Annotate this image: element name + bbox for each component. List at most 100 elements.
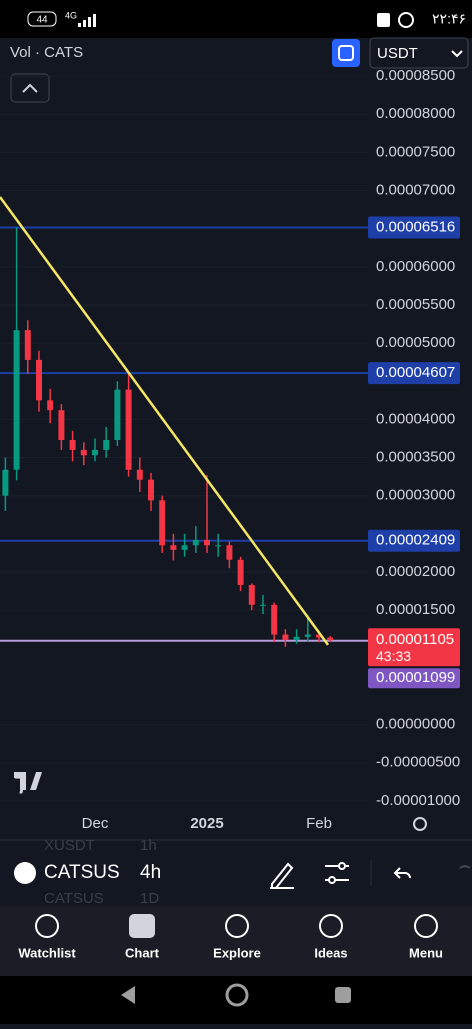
y-tick-label: 0.00005500 [376,296,455,313]
nav-icon [225,914,249,938]
calendar-icon [377,13,390,27]
dropdown-icon [451,50,463,58]
y-tick-label: 0.00008000 [376,105,455,122]
symbol[interactable]: CATSUS [44,862,120,883]
nav-label[interactable]: Ideas [314,945,347,960]
candle-body [136,469,143,480]
nav-bar [0,906,472,976]
chart: 0.00008500 0.00008000 0.00007500 0.00007000… [0,67,460,832]
y-tick-label: 0.00004000 [376,410,455,427]
battery-level: 44 [36,15,48,26]
home-button[interactable] [225,983,249,1007]
bid-label-bg [368,668,460,689]
ghost-symbol: CATSUS [44,890,104,907]
candle-body [293,636,300,640]
price-label-bg [368,529,460,552]
battery-icon [27,11,57,27]
interval[interactable]: 4h [140,862,161,883]
trendline [0,196,330,646]
y-tick-label: -0.00001000 [376,792,460,809]
candle-body [271,604,278,635]
scale-icon [338,45,354,61]
price-label-bg [368,362,460,385]
settings-icon[interactable] [413,817,427,831]
currency: USDT [377,45,418,62]
y-tick-label: -0.00000500 [376,754,460,771]
x-tick-label: Dec [82,815,109,832]
nav-label[interactable]: Explore [213,945,261,960]
current-price-bg [368,628,460,667]
price-label: 0.00006516 [376,218,455,235]
indicator-label: Vol · CATS [10,44,83,61]
candle-body [226,545,233,560]
system-nav [0,976,472,1024]
alarm-icon [398,12,414,28]
back-button[interactable] [121,986,135,1004]
status-bar [0,0,472,38]
draw-icon[interactable] [270,862,294,889]
collapse-button[interactable] [10,73,50,103]
nav-icon [35,914,59,938]
tv-logo [14,772,42,790]
ghost-interval: 1h [140,837,157,854]
indicators-knob [338,862,346,870]
scale-button[interactable] [332,39,360,67]
candle-body [304,634,311,637]
indicators-knob [328,876,336,884]
candle-body [69,440,76,450]
candle-body [36,359,42,401]
recents-button[interactable] [335,987,351,1003]
candle-body [24,330,31,360]
nav-label[interactable]: Watchlist [18,945,76,960]
candle-body [327,637,334,641]
y-tick-label: 0.00000000 [376,716,455,733]
nav-label[interactable]: Chart [125,945,160,960]
candle-body [204,539,210,546]
ghost-symbol: XUSDT [44,837,95,854]
redo-icon[interactable] [459,865,471,869]
candle-body [215,545,222,547]
candle-body [260,604,266,606]
candle-body [47,400,54,411]
candle-body [13,330,20,470]
collapse-icon [22,83,38,93]
bid-label: 0.00001099 [376,669,455,686]
nav-label[interactable]: Menu [409,945,443,960]
symbol-icon [14,862,36,884]
y-tick-label: 0.00007500 [376,143,455,160]
current-price: 0.00001105 [376,631,454,648]
x-tick-label: Feb [306,815,332,832]
candle-body [125,389,132,470]
y-tick-label: 0.00001500 [376,601,455,618]
candle-body [170,545,177,550]
candle-body [148,479,154,501]
candle-body [114,389,121,440]
clock: ۲۲:۴۶ [432,11,466,27]
nav-icon [414,914,438,938]
price-label: 0.00002409 [376,532,455,549]
undo-icon[interactable] [393,867,411,879]
countdown: 43:33 [376,648,411,664]
price-label-bg [368,216,460,239]
nav-icon [319,914,343,938]
currency-select[interactable] [369,37,469,69]
y-tick-label: 0.00002000 [376,563,455,580]
y-tick-label: 0.00006000 [376,258,455,275]
x-tick-label: 2025 [190,815,223,832]
nav-active-bg [129,914,155,938]
candle-body [237,559,244,585]
y-tick-label: 0.00005000 [376,334,455,351]
candle-body [192,539,199,546]
candle-body [159,500,166,546]
y-tick-label: 0.00003000 [376,487,455,504]
candle-body [2,469,9,496]
candle-body [181,545,188,550]
candle-body [248,584,255,605]
candle-body [80,449,87,456]
signal-icon [78,14,96,27]
y-tick-label: 0.00008500 [376,67,455,84]
candle-body [92,449,98,456]
network: 4G [65,10,77,20]
